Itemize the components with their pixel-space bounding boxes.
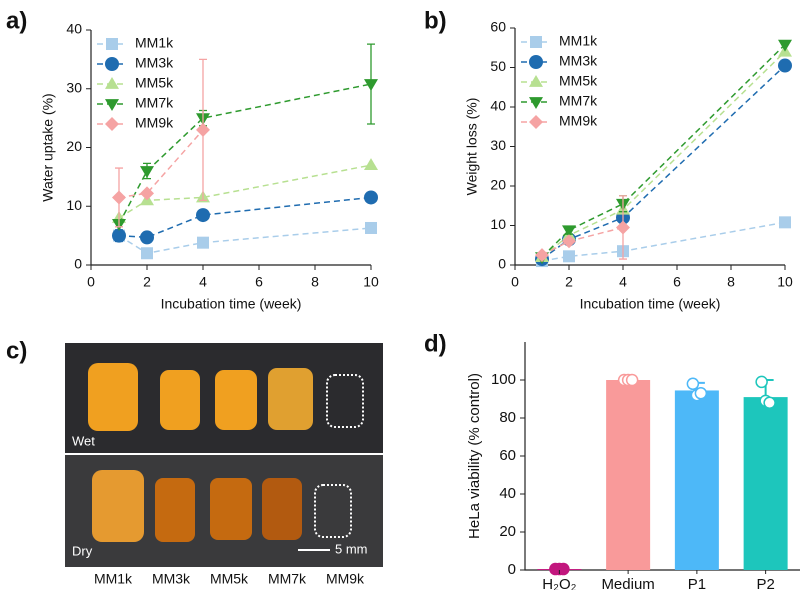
- x-tick-label: 6: [255, 274, 263, 290]
- x-tick-label: 4: [199, 274, 207, 290]
- y-tick-label: 0: [508, 561, 516, 578]
- panel-label: c): [6, 337, 27, 364]
- panel-label: b): [424, 7, 447, 34]
- x-tick-label: 2: [143, 274, 151, 290]
- x-tick-label: Medium: [601, 576, 654, 590]
- legend-label: MM7k: [135, 95, 174, 111]
- legend-marker: [529, 55, 543, 69]
- x-tick-label: P1: [688, 576, 706, 590]
- panel-label: a): [6, 7, 27, 34]
- y-tick-label: 80: [499, 409, 516, 426]
- legend-label: MM1k: [559, 33, 598, 49]
- marker: [778, 59, 792, 73]
- legend-marker: [105, 117, 119, 131]
- legend-marker: [105, 57, 119, 71]
- x-tick-label: 0: [87, 274, 95, 290]
- legend-label: MM5k: [559, 73, 598, 89]
- marker: [779, 216, 791, 228]
- y-tick-label: 0: [498, 256, 506, 272]
- y-tick-label: 40: [490, 98, 506, 114]
- y-axis-label: Water uptake (%): [40, 93, 56, 201]
- series-line: [542, 222, 785, 261]
- marker: [140, 166, 154, 178]
- y-tick-label: 60: [499, 447, 516, 464]
- sample-label: MM1k: [94, 571, 133, 587]
- y-axis-label: Weight loss (%): [464, 98, 480, 196]
- y-tick-label: 20: [66, 138, 82, 154]
- y-tick-label: 20: [490, 177, 506, 193]
- data-point: [756, 376, 767, 387]
- marker: [140, 230, 154, 244]
- marker: [563, 250, 575, 262]
- y-tick-label: 20: [499, 523, 516, 540]
- bar: [606, 380, 650, 570]
- sample-label: MM5k: [210, 571, 249, 587]
- legend-marker: [105, 77, 119, 89]
- marker: [364, 190, 378, 204]
- legend-label: MM9k: [135, 115, 174, 131]
- legend-label: MM3k: [559, 53, 598, 69]
- y-tick-label: 40: [66, 21, 82, 37]
- legend-marker: [529, 75, 543, 87]
- bar: [744, 397, 788, 570]
- y-tick-label: 40: [499, 485, 516, 502]
- x-tick-label: 8: [311, 274, 319, 290]
- legend-label: MM7k: [559, 93, 598, 109]
- marker: [196, 208, 210, 222]
- data-point: [627, 375, 638, 386]
- series-line: [119, 228, 371, 253]
- x-tick-label: 4: [619, 274, 627, 290]
- y-tick-label: 60: [490, 19, 506, 35]
- legend-marker: [105, 99, 119, 111]
- photo-label: Wet: [72, 433, 95, 448]
- data-point: [687, 378, 698, 389]
- marker: [365, 222, 377, 234]
- bar: [675, 390, 719, 570]
- sample-label: MM3k: [152, 571, 191, 587]
- x-tick-label: 0: [511, 274, 519, 290]
- y-tick-label: 0: [74, 256, 82, 272]
- x-tick-label: P2: [756, 576, 774, 590]
- axis-frame: [91, 30, 371, 265]
- y-axis-label: HeLa viability (% control): [466, 373, 483, 539]
- y-tick-label: 30: [490, 137, 506, 153]
- marker: [197, 237, 209, 249]
- x-tick-label: 10: [777, 274, 793, 290]
- legend-label: MM5k: [135, 75, 174, 91]
- marker: [112, 190, 126, 204]
- sample-label: MM7k: [268, 571, 307, 587]
- x-tick-label: 10: [363, 274, 379, 290]
- series-line: [119, 130, 203, 198]
- marker: [196, 123, 210, 137]
- legend-marker: [106, 38, 118, 50]
- marker: [364, 158, 378, 170]
- x-tick-label: 2: [565, 274, 573, 290]
- photo: Wet Dry 5 mm: [65, 343, 383, 567]
- legend-label: MM9k: [559, 113, 598, 129]
- legend-marker: [530, 36, 542, 48]
- marker: [778, 40, 792, 52]
- scale-bar-label: 5 mm: [335, 541, 368, 556]
- marker: [141, 247, 153, 259]
- x-tick-label: H₂O₂: [542, 576, 576, 590]
- y-tick-label: 100: [491, 371, 516, 388]
- x-tick-label: 6: [673, 274, 681, 290]
- legend-label: MM3k: [135, 55, 174, 71]
- sample-label: MM9k: [326, 571, 365, 587]
- data-point: [764, 397, 775, 408]
- panel-label: d): [424, 330, 447, 357]
- data-point: [695, 388, 706, 399]
- photo-label: Dry: [72, 543, 93, 558]
- y-tick-label: 50: [490, 58, 506, 74]
- x-tick-label: 8: [727, 274, 735, 290]
- x-axis-label: Incubation time (week): [161, 296, 302, 312]
- y-tick-label: 10: [490, 216, 506, 232]
- legend-marker: [529, 97, 543, 109]
- y-tick-label: 30: [66, 79, 82, 95]
- legend-label: MM1k: [135, 35, 174, 51]
- x-axis-label: Incubation time (week): [580, 296, 721, 312]
- y-tick-label: 10: [66, 197, 82, 213]
- legend-marker: [529, 115, 543, 129]
- figure: a) b) c) d) Wet Dry 5 mm MM1k MM3k MM5k MM7…: [0, 0, 804, 590]
